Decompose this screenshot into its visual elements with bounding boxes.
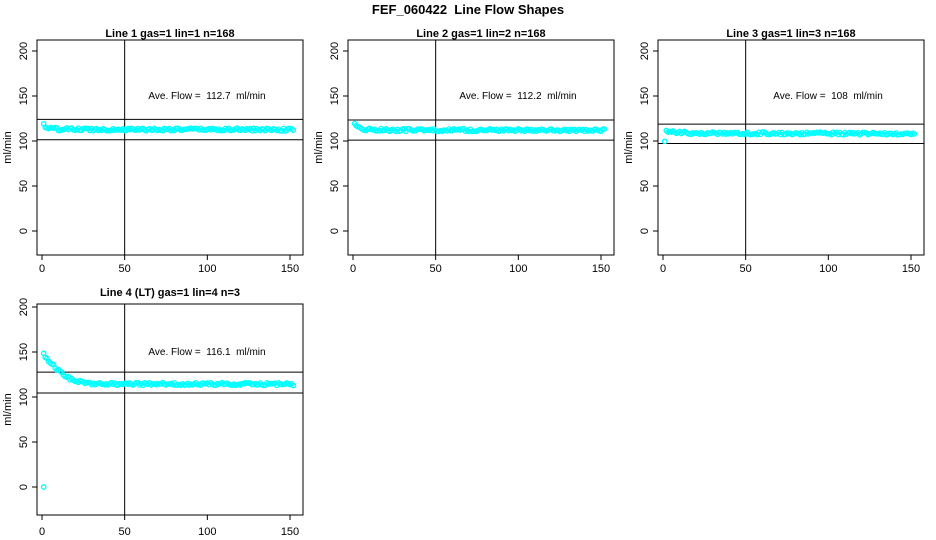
- subplot-title: Line 2 gas=1 lin=2 n=168: [416, 28, 545, 40]
- data-point: [290, 382, 297, 389]
- y-tick-label: 100: [639, 132, 651, 150]
- data-point: [911, 131, 918, 137]
- subplot-3: 0 50 100 150 0 50 100 150 200 ml/min Line 3 gas=1 …: [623, 28, 925, 275]
- y-tick-label: 200: [18, 42, 30, 60]
- subplot-title: Line 1 gas=1 lin=1 n=168: [105, 28, 234, 40]
- ave-flow-label: Ave. Flow = 112.2 ml/min: [459, 91, 576, 102]
- y-tick-label: 200: [18, 298, 30, 316]
- y-axis-title: ml/min: [2, 131, 14, 163]
- subplot-4: 0 50 100 150 0 50 100 150 200 ml/min Line 4 (LT) g…: [2, 287, 304, 538]
- y-tick-label: 150: [639, 87, 651, 105]
- data-point: [601, 126, 608, 132]
- x-tick-label: 100: [198, 526, 216, 538]
- data-point: [290, 127, 297, 133]
- outlier-data-point: [40, 484, 47, 490]
- x-tick-label: 150: [281, 526, 299, 538]
- x-tick-label: 50: [430, 263, 442, 275]
- x-tick-label: 50: [740, 263, 752, 275]
- data-points: [661, 127, 918, 145]
- plot-box: [36, 39, 304, 256]
- data-points: [40, 350, 297, 490]
- x-tick-label: 50: [119, 263, 131, 275]
- y-tick-label: 150: [329, 87, 341, 105]
- y-tick-label: 200: [329, 42, 341, 60]
- subplot-title: Line 3 gas=1 lin=3 n=168: [726, 28, 855, 40]
- y-tick-label: 0: [639, 228, 651, 234]
- x-tick-label: 100: [509, 263, 527, 275]
- y-tick-label: 50: [18, 436, 30, 448]
- y-tick-label: 50: [18, 180, 30, 192]
- figure-title: FEF_060422 Line Flow Shapes: [372, 2, 564, 17]
- y-axis-title: ml/min: [313, 131, 325, 163]
- y-tick-label: 100: [18, 388, 30, 406]
- subplot-2: 0 50 100 150 0 50 100 150 200 ml/min Line 2 gas=1 …: [313, 28, 615, 275]
- y-tick-label: 150: [18, 87, 30, 105]
- data-point: [661, 138, 668, 145]
- y-tick-label: 150: [18, 343, 30, 361]
- y-tick-label: 50: [639, 180, 651, 192]
- y-tick-label: 0: [329, 228, 341, 234]
- x-tick-label: 100: [819, 263, 837, 275]
- x-tick-label: 150: [592, 263, 610, 275]
- y-tick-label: 50: [329, 180, 341, 192]
- x-tick-label: 0: [350, 263, 356, 275]
- ave-flow-label: Ave. Flow = 116.1 ml/min: [148, 347, 265, 358]
- subplot-title: Line 4 (LT) gas=1 lin=4 n=3: [100, 287, 240, 299]
- plot-box: [657, 39, 925, 256]
- y-tick-label: 100: [18, 132, 30, 150]
- y-tick-label: 0: [18, 228, 30, 234]
- x-tick-label: 150: [281, 263, 299, 275]
- subplot-1: 0 50 100 150 0 50 100 150 200 ml/min Line 1 gas=1 …: [2, 28, 304, 275]
- plot-box: [36, 303, 304, 516]
- data-points: [351, 120, 608, 135]
- x-tick-label: 50: [119, 526, 131, 538]
- x-tick-label: 0: [39, 526, 45, 538]
- x-tick-label: 100: [198, 263, 216, 275]
- y-tick-label: 0: [18, 484, 30, 490]
- x-tick-label: 150: [902, 263, 920, 275]
- ave-flow-label: Ave. Flow = 112.7 ml/min: [148, 91, 265, 102]
- x-tick-label: 0: [39, 263, 45, 275]
- y-tick-label: 100: [329, 132, 341, 150]
- x-tick-label: 0: [660, 263, 666, 275]
- ave-flow-label: Ave. Flow = 108 ml/min: [773, 91, 883, 102]
- y-axis-title: ml/min: [623, 131, 635, 163]
- data-points: [40, 121, 297, 134]
- y-tick-label: 200: [639, 42, 651, 60]
- y-axis-title: ml/min: [2, 393, 14, 425]
- plot-box: [347, 39, 615, 256]
